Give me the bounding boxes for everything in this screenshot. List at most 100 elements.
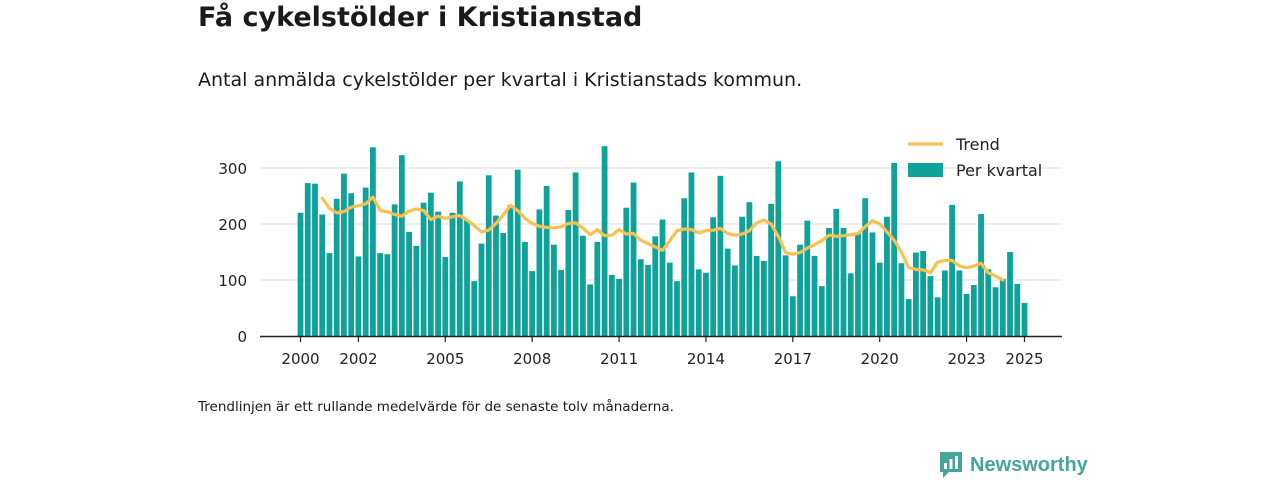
- bar: [978, 213, 984, 336]
- bar: [869, 232, 876, 336]
- x-tick-label: 2011: [600, 350, 638, 368]
- bar: [485, 175, 492, 336]
- bar: [674, 281, 680, 336]
- bar: [427, 192, 434, 336]
- bar: [732, 265, 738, 336]
- bar: [304, 183, 311, 336]
- bar: [804, 220, 811, 336]
- bar: [493, 215, 499, 336]
- newsworthy-logo-icon: [940, 452, 962, 478]
- x-tick-label: 2020: [861, 350, 899, 368]
- bar: [333, 198, 340, 336]
- bar: [884, 216, 890, 336]
- bar: [522, 241, 528, 336]
- bar: [442, 257, 449, 336]
- chart-title: Få cykelstölder i Kristianstad: [198, 2, 643, 33]
- footnote: Trendlinjen är ett rullande medelvärde f…: [198, 399, 674, 415]
- bar: [579, 235, 586, 336]
- bar: [601, 146, 608, 336]
- bar: [449, 212, 456, 336]
- bar: [297, 212, 304, 336]
- newsworthy-logo[interactable]: Newsworthy: [938, 450, 1088, 480]
- bar: [782, 255, 789, 336]
- bar: [927, 276, 934, 336]
- x-tick-label: 2000: [281, 350, 319, 368]
- legend-label: Trend: [955, 135, 1000, 154]
- bar: [775, 161, 782, 336]
- bar: [862, 198, 869, 336]
- bar: [398, 155, 405, 336]
- bar: [420, 202, 427, 336]
- bar: [507, 204, 514, 336]
- x-tick-label: 2025: [1005, 350, 1043, 368]
- bar: [565, 210, 572, 336]
- bar: [341, 173, 347, 336]
- bar: [681, 198, 688, 336]
- x-tick-label: 2017: [774, 350, 812, 368]
- bar: [536, 209, 543, 336]
- bar: [587, 284, 593, 336]
- bar: [558, 269, 565, 336]
- bar: [768, 203, 774, 336]
- bar: [355, 256, 362, 336]
- bar: [1007, 252, 1013, 336]
- bar: [695, 269, 702, 336]
- bar: [746, 202, 753, 336]
- bar: [370, 147, 376, 336]
- bar: [833, 208, 840, 336]
- bar: [659, 219, 666, 336]
- bar: [616, 278, 622, 336]
- bar: [818, 286, 825, 336]
- bar: [797, 244, 803, 336]
- bar: [514, 169, 521, 336]
- bar: [905, 299, 912, 336]
- bar: [956, 270, 963, 336]
- bar: [572, 172, 579, 336]
- bar: [456, 181, 463, 336]
- bar: [891, 162, 898, 336]
- x-tick-label: 2014: [687, 350, 725, 368]
- bar: [500, 232, 507, 336]
- y-tick-label: 300: [218, 160, 247, 178]
- bar-line-chart: 0 100 200 300 2000 2002 2005 2008 2011 2014 2017 20…: [218, 135, 1062, 368]
- bar: [999, 278, 1006, 336]
- bar: [826, 227, 832, 336]
- bar: [717, 175, 724, 336]
- x-tick-label: 2008: [513, 350, 551, 368]
- bar: [753, 255, 760, 336]
- bar: [710, 217, 717, 336]
- bar: [1014, 283, 1021, 336]
- bar: [1021, 302, 1028, 336]
- x-tick-label: 2005: [426, 350, 464, 368]
- bar: [543, 185, 550, 336]
- bar: [949, 204, 955, 336]
- bar: [847, 273, 854, 336]
- bar: [464, 220, 470, 336]
- bar: [970, 285, 977, 336]
- bar: [348, 193, 355, 336]
- bar: [934, 297, 941, 336]
- trend-series: [320, 195, 1005, 282]
- bar: [876, 262, 883, 336]
- bar: [985, 269, 992, 336]
- legend-label: Per kvartal: [956, 161, 1042, 180]
- bar: [529, 271, 536, 336]
- bar: [319, 214, 326, 336]
- y-tick-label: 100: [218, 272, 247, 290]
- bar: [551, 244, 557, 336]
- bar: [645, 264, 651, 336]
- bar: [435, 211, 441, 336]
- legend-bar-swatch: [908, 163, 943, 177]
- bar: [326, 253, 333, 336]
- bar: [840, 227, 847, 336]
- bar: [666, 262, 673, 336]
- bar: [312, 183, 318, 336]
- bar: [637, 259, 644, 336]
- y-tick-label: 200: [218, 216, 247, 234]
- bar: [362, 187, 369, 336]
- x-tick-label: 2002: [339, 350, 377, 368]
- bar: [789, 296, 796, 336]
- bar: [384, 254, 391, 336]
- bar: [920, 250, 927, 336]
- legend: Trend Per kvartal: [908, 135, 1042, 180]
